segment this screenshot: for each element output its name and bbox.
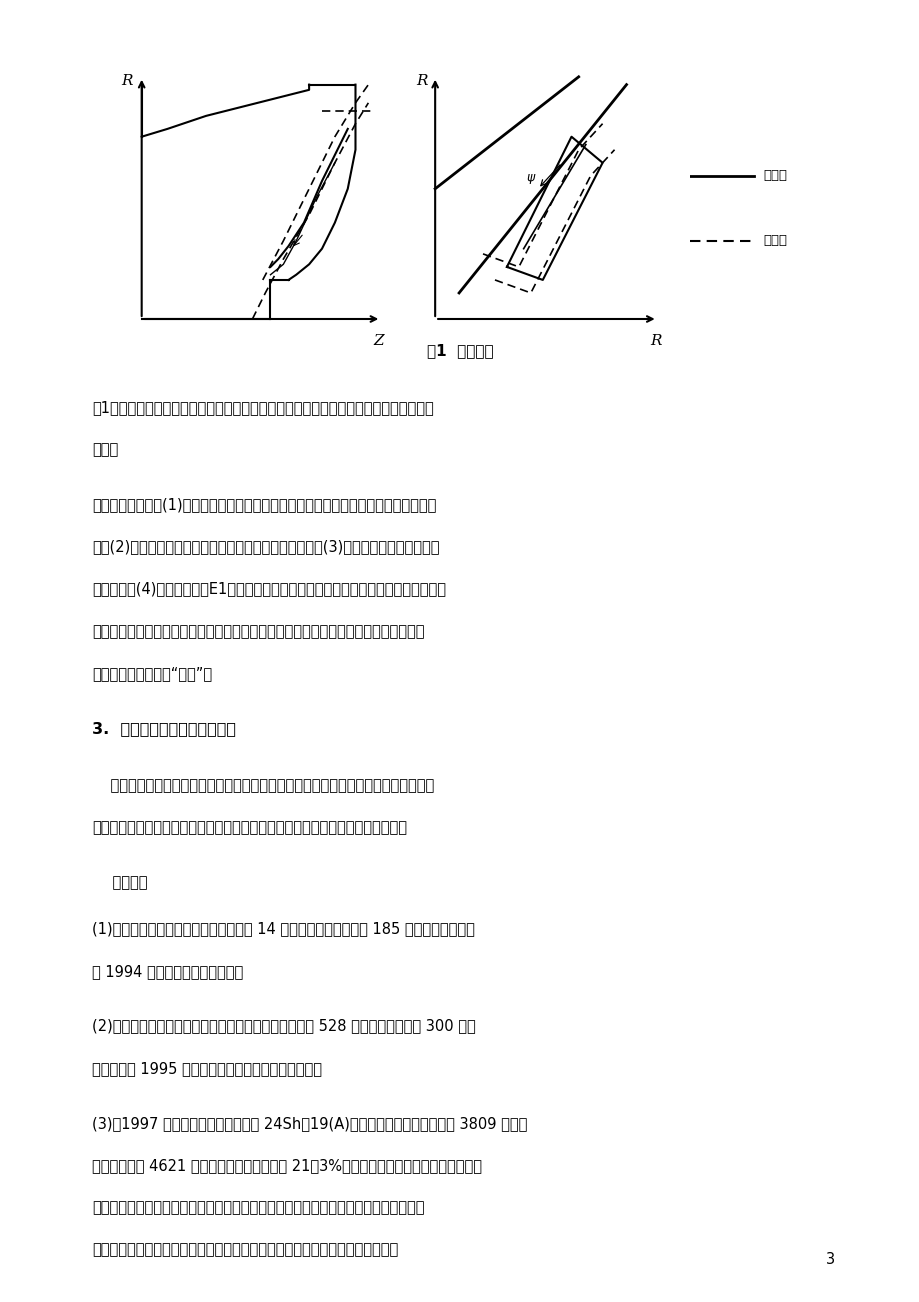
Text: 的效果，获 1995 年山西省建设系统科技进步一等奖。: 的效果，获 1995 年山西省建设系统科技进步一等奖。 — [92, 1061, 322, 1075]
Text: Z: Z — [373, 335, 384, 348]
Text: 视图。: 视图。 — [92, 443, 119, 457]
Text: 图1中左图为叶轮叶片的子午面视图。只画出了双吸叶轮的左半面。右图为一个叶片的前: 图1中左图为叶轮叶片的子午面视图。只画出了双吸叶轮的左半面。右图为一个叶片的前 — [92, 400, 433, 415]
Text: (2)山西省长治市供水公司改造了两级泵站，实现年节电 528 万度，年度多供水 300 万吨: (2)山西省长治市供水公司改造了两级泵站，实现年节电 528 万度，年度多供水 … — [92, 1018, 475, 1034]
Text: (1)山西省阳泉市自来水公司改造了全部 14 台供水泵，达到年节电 185 万度的明显效益，: (1)山西省阳泉市自来水公司改造了全部 14 台供水泵，达到年节电 185 万度… — [92, 922, 474, 936]
Text: 选用更大型号的电机，不仅投资大了几倍，得到的增容效果还远不如前述方法。: 选用更大型号的电机，不仅投资大了几倍，得到的增容效果还远不如前述方法。 — [92, 1242, 398, 1258]
Text: 叶型更加合理，其设计参数又紧贴实际工况的效率更高的叶轮，它可将原泵改造成一种: 叶型更加合理，其设计参数又紧贴实际工况的效率更高的叶轮，它可将原泵改造成一种 — [92, 624, 424, 639]
Text: 获 1994 年度阳泉市科技一等奖。: 获 1994 年度阳泉市科技一等奖。 — [92, 963, 243, 979]
Text: 三元流叶轮改造适合定速、定流量、双吸型水泵，广泛应用石油、化工、钢铁制造、: 三元流叶轮改造适合定速、定流量、双吸型水泵，广泛应用石油、化工、钢铁制造、 — [92, 777, 434, 793]
Text: ／时，提高到 4621 立方米／时，流量增大了 21．3%，而这仅用更换泵叶轮就得以实现。: ／时，提高到 4621 立方米／时，流量增大了 21．3%，而这仅用更换泵叶轮就… — [92, 1157, 482, 1173]
Text: R: R — [650, 335, 661, 348]
Text: 金属冶炼，自来水公司、供水站、发电厂等水泵耗能较高的企业，节能效果显著。: 金属冶炼，自来水公司、供水站、发电厂等水泵耗能较高的企业，节能效果显著。 — [92, 820, 406, 835]
Text: 3.  三元流叶轮水泵改造的应用: 3. 三元流叶轮水泵改造的应用 — [92, 721, 236, 736]
Text: 流大很多。(4)三元流叶片进E1边向来流进口伸展。减少进口损失。因此，三元流叶轮是: 流大很多。(4)三元流叶片进E1边向来流进口伸展。减少进口损失。因此，三元流叶轮… — [92, 582, 446, 596]
Text: 与工况吻合。节能型“新泵”。: 与工况吻合。节能型“新泵”。 — [92, 667, 212, 681]
Text: ψ: ψ — [526, 171, 534, 184]
Text: 力。(2)子午流道三元流叶轮直径减小，而出口宽度增大。(3)三元流叶片扭曲度较一元: 力。(2)子午流道三元流叶轮直径减小，而出口宽度增大。(3)三元流叶片扭曲度较一… — [92, 539, 439, 555]
Text: 辽河油田热电厂用更换大型号泵的方式改造同一型号水泵，不但要更换泵体，而且还要: 辽河油田热电厂用更换大型号泵的方式改造同一型号水泵，不但要更换泵体，而且还要 — [92, 1200, 424, 1215]
Text: R: R — [121, 74, 132, 87]
Text: 其主要区别在于：(1)子午流道三元流叶片加宽了许多，特别是轮毂减小，以增大流通能: 其主要区别在于：(1)子午流道三元流叶片加宽了许多，特别是轮毂减小，以增大流通能 — [92, 497, 436, 512]
Text: 典型应用: 典型应用 — [92, 875, 147, 891]
Text: 三元流: 三元流 — [763, 234, 787, 247]
Text: 一元流: 一元流 — [763, 169, 787, 182]
Text: 3: 3 — [825, 1253, 834, 1267]
Text: 图1  叶轮视图: 图1 叶轮视图 — [426, 342, 493, 358]
Text: R: R — [415, 74, 427, 87]
Text: (3)、1997 年内蒙古灵泉发电厂改造 24Sh－19(A)型循环水泵，实测泵流量由 3809 立方米: (3)、1997 年内蒙古灵泉发电厂改造 24Sh－19(A)型循环水泵，实测泵… — [92, 1116, 527, 1130]
